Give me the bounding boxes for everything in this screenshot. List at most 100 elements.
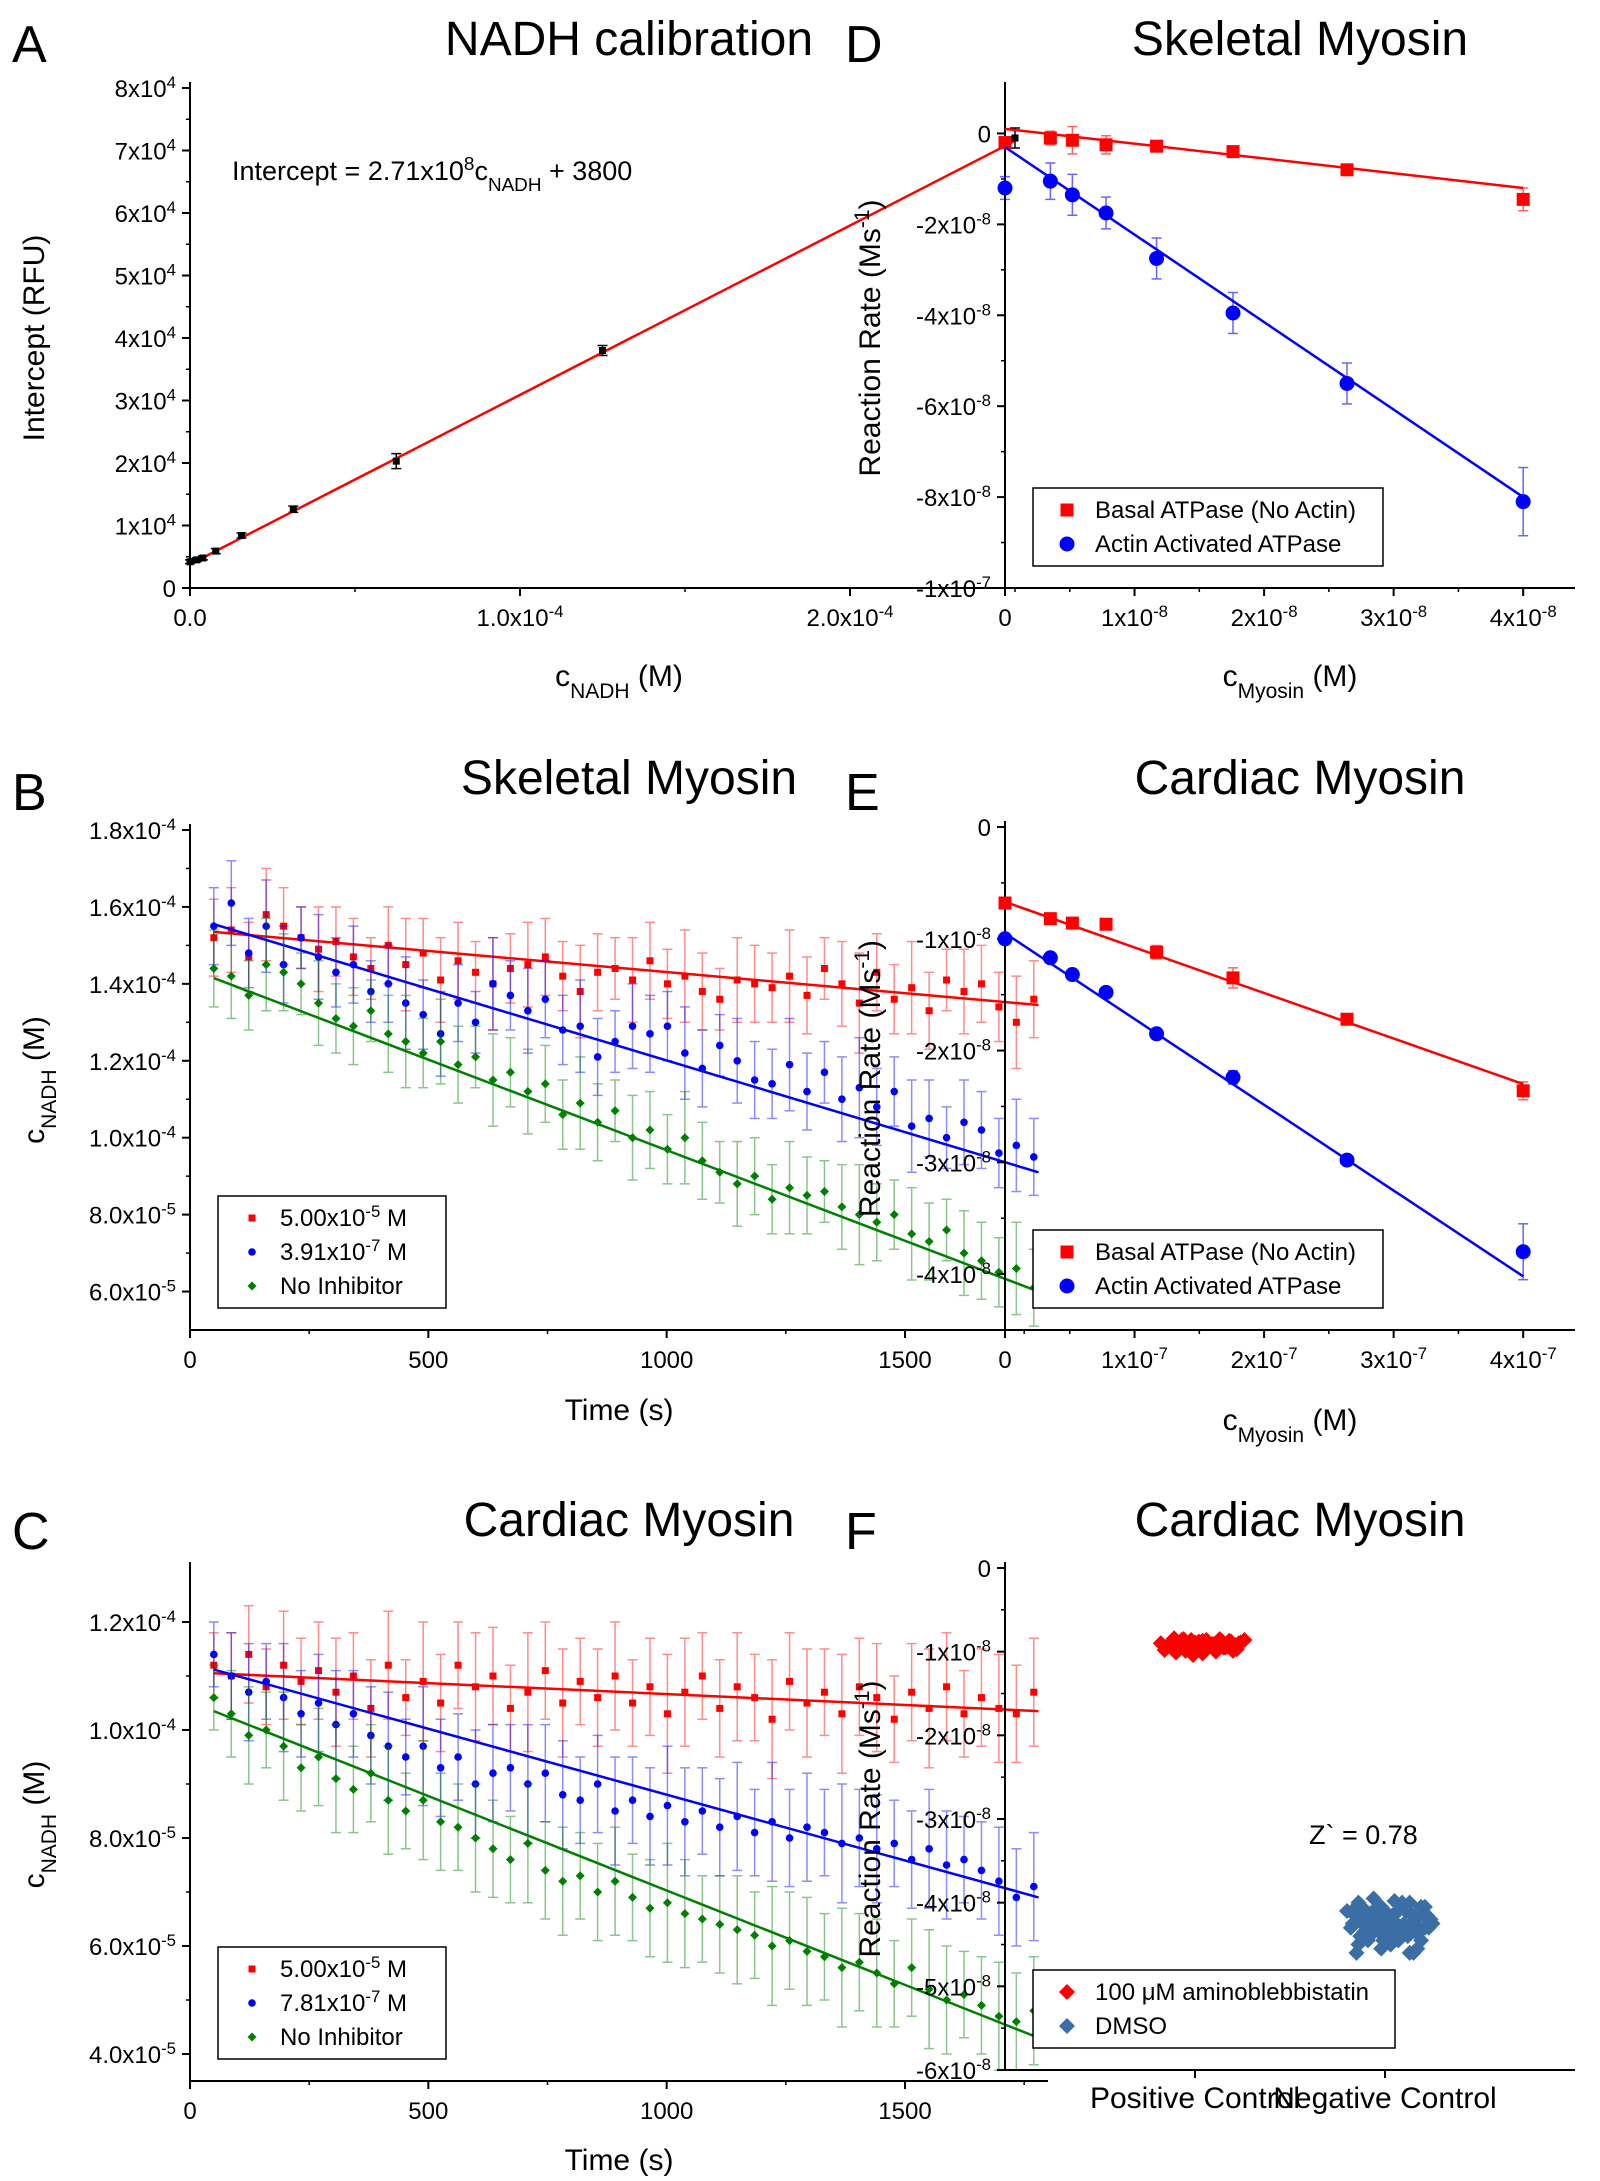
data-point xyxy=(1011,134,1019,142)
data-point xyxy=(472,968,480,976)
data-point xyxy=(1206,1636,1222,1653)
x-tick-label: 4x10-7 xyxy=(1490,1344,1557,1375)
x-tick-label: 2x10-7 xyxy=(1231,1344,1298,1375)
data-point xyxy=(733,1812,742,1821)
data-point xyxy=(367,1704,375,1712)
legend-marker xyxy=(248,1214,256,1222)
data-point xyxy=(767,1194,777,1204)
data-point xyxy=(244,1688,253,1696)
data-point xyxy=(453,1060,463,1070)
data-point xyxy=(1413,1898,1430,1915)
data-point xyxy=(367,987,375,996)
data-point xyxy=(942,1133,951,1142)
data-point xyxy=(872,1103,881,1111)
data-point xyxy=(437,1699,445,1707)
data-point xyxy=(1042,950,1058,966)
data-point xyxy=(854,1210,864,1220)
data-point xyxy=(976,1256,986,1266)
data-point xyxy=(1225,1069,1241,1085)
y-axis-label: Intercept (RFU) xyxy=(18,235,51,442)
data-point xyxy=(1394,1898,1411,1915)
data-point xyxy=(994,2011,1004,2021)
data-point xyxy=(1012,1141,1021,1150)
data-point xyxy=(977,1694,985,1702)
x-tick-label: 2.0x10-4 xyxy=(807,602,894,633)
data-point xyxy=(384,1661,392,1669)
data-point xyxy=(924,1984,934,1994)
data-point xyxy=(925,1845,933,1853)
data-point xyxy=(366,1006,376,1016)
legend-box xyxy=(217,1946,447,2060)
data-point xyxy=(907,1229,917,1239)
x-tick-label: 0 xyxy=(183,2098,196,2125)
data-point xyxy=(541,1667,549,1675)
data-point xyxy=(209,963,219,973)
y-tick-label: -4x10-8 xyxy=(916,1259,991,1290)
data-point xyxy=(837,1202,847,1212)
data-point xyxy=(785,1834,794,1842)
panel-c-cardiac-myosin-time: C Cardiac Myosin 4.0x10-5 6.0x10-5 8.0x10-5 1… xyxy=(12,1494,1048,2177)
data-point xyxy=(629,1699,637,1707)
data-point xyxy=(418,1795,428,1805)
data-point xyxy=(803,1823,811,1831)
y-tick-label: -1x10-8 xyxy=(916,923,991,954)
data-point xyxy=(663,1710,671,1718)
data-point xyxy=(1098,205,1114,221)
fit-line xyxy=(1004,146,1524,499)
data-point xyxy=(1354,1915,1371,1932)
data-point xyxy=(576,1677,584,1685)
data-point xyxy=(489,980,497,988)
y-tick-label: 8x104 xyxy=(115,73,176,104)
data-point xyxy=(1030,995,1038,1003)
data-point xyxy=(611,1037,619,1046)
series-1 xyxy=(998,896,1530,1101)
legend-marker xyxy=(248,1999,256,2007)
data-point xyxy=(628,1133,638,1143)
data-point xyxy=(392,457,400,465)
y-tick-label: 6.0x10-5 xyxy=(89,1931,176,1962)
data-point xyxy=(628,1796,637,1804)
legend-marker xyxy=(248,1965,256,1973)
x-tick-label: 1x10-8 xyxy=(1101,602,1168,633)
data-point xyxy=(488,1844,498,1854)
legend-marker xyxy=(1059,1278,1075,1294)
data-point xyxy=(1064,967,1080,983)
y-tick-label: 8.0x10-5 xyxy=(89,1199,176,1230)
data-point xyxy=(296,979,306,989)
series-1 xyxy=(185,127,1020,566)
data-point xyxy=(332,1720,340,1729)
data-point xyxy=(663,1022,672,1030)
data-point xyxy=(645,1125,655,1135)
data-point xyxy=(331,1774,341,1784)
fit-line xyxy=(213,1709,1039,2039)
data-point xyxy=(645,1903,655,1913)
y-tick-label: 1.4x10-4 xyxy=(89,968,176,999)
data-point xyxy=(715,1041,724,1050)
legend-label: No Inhibitor xyxy=(280,2024,403,2051)
data-point xyxy=(767,1941,777,1951)
data-point xyxy=(454,1661,462,1669)
data-point xyxy=(681,1818,689,1826)
panel-e-cardiac-myosin-rate: E Cardiac Myosin 0 -1x10-8 -2x10-8 -3x10-8 -4x… xyxy=(845,752,1575,1447)
data-point xyxy=(1340,1012,1354,1026)
data-point xyxy=(1149,250,1165,266)
y-axis-label: cNADH (M) xyxy=(18,1761,61,1889)
data-point xyxy=(454,957,462,965)
annotation: Z` = 0.78 xyxy=(1309,1820,1418,1850)
data-point xyxy=(1217,1639,1234,1656)
data-point xyxy=(332,938,340,946)
data-point xyxy=(506,964,514,972)
data-point xyxy=(750,1171,760,1181)
x-tick-label: 1x10-7 xyxy=(1101,1344,1168,1375)
data-point xyxy=(472,1683,480,1691)
y-tick-label: 1.0x10-4 xyxy=(89,1122,176,1153)
data-point xyxy=(1516,192,1530,206)
data-point xyxy=(332,968,340,977)
data-point xyxy=(489,1769,497,1777)
y-axis-label: Reaction Rate (Ms-1) xyxy=(851,1680,888,1957)
panel-letter: A xyxy=(12,16,47,74)
data-point xyxy=(297,933,305,942)
legend-label: Basal ATPase (No Actin) xyxy=(1095,1239,1356,1266)
legend-label: Basal ATPase (No Actin) xyxy=(1095,497,1356,524)
